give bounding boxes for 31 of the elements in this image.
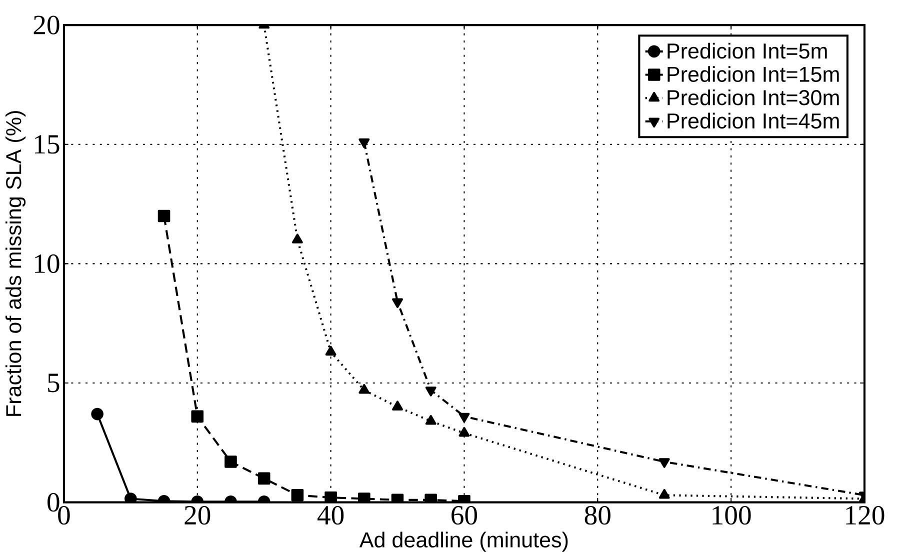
point — [325, 346, 336, 356]
y-axis-title: Fraction of ads missing SLA (%) — [5, 111, 26, 416]
point — [291, 488, 304, 502]
x-tick-label: 120 — [846, 506, 884, 525]
legend-label: Predicion Int=30m — [668, 89, 839, 106]
point — [358, 384, 370, 394]
point — [392, 298, 403, 308]
x-axis-title: Ad deadline (minutes) — [359, 532, 568, 552]
y-tick-label: 0 — [48, 492, 60, 512]
point — [191, 410, 204, 422]
point — [392, 400, 403, 410]
point — [458, 426, 470, 437]
point — [224, 455, 237, 468]
y-tick-label: 10 — [35, 254, 60, 273]
legend-label: Predicion Int=5m — [668, 42, 827, 59]
point — [91, 408, 104, 420]
legend-label: Predicion Int=45m — [668, 112, 839, 128]
y-tick-label: 5 — [48, 374, 60, 392]
x-tick-label: 20 — [184, 506, 210, 525]
point — [258, 472, 270, 484]
x-tick-label: 80 — [584, 506, 610, 525]
legend-label: Predicion Int=15m — [668, 66, 839, 82]
point — [158, 210, 170, 222]
y-tick-label: 15 — [35, 134, 60, 154]
x-tick-label: 100 — [712, 506, 751, 525]
x-tick-label: 40 — [317, 506, 344, 525]
point — [425, 414, 436, 425]
y-tick-label: 20 — [34, 16, 60, 34]
point — [358, 138, 370, 148]
point — [658, 488, 670, 499]
x-tick-label: 60 — [452, 506, 478, 525]
